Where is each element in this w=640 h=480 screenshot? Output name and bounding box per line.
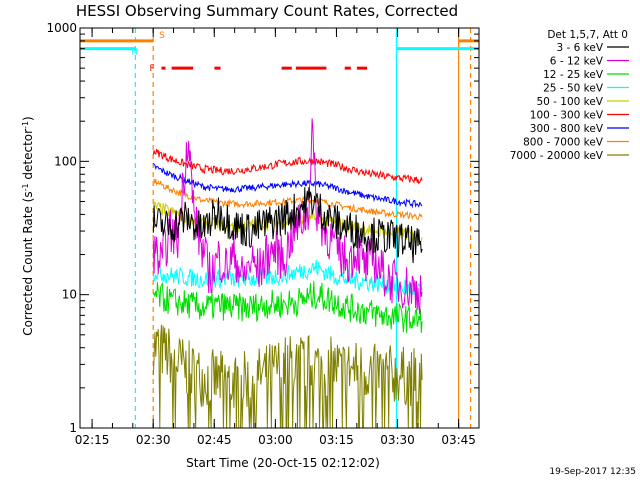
series-line-8 [152,324,423,429]
series-line-6 [152,163,423,209]
legend-header: Det 1,5,7, Att 0 [547,29,628,41]
legend-label-0: 3 - 6 keV [556,42,603,54]
footer-timestamp: 19-Sep-2017 12:35 [549,467,636,477]
legend-label-4: 50 - 100 keV [536,96,603,108]
x-tick-label-5: 03:30 [380,433,415,447]
series-line-0 [152,187,423,264]
legend-label-1: 6 - 12 keV [550,56,604,68]
plot-frame [79,27,480,429]
axes: 1 10 100 1000 02:15 02:30 02:45 03:00 03:15 03:30… [46,21,480,447]
x-tick-label-0: 02:15 [75,433,110,447]
legend-label-5: 100 - 300 keV [530,110,604,122]
y-tick-label-3: 1000 [46,21,77,35]
plot-area: S N F [80,28,479,429]
series-line-5 [152,148,423,185]
y-axis-label-post: ) [21,116,35,121]
legend-label-6: 300 - 800 keV [530,123,604,135]
x-tick-label-4: 03:15 [319,433,354,447]
state-label-s: S [159,31,165,41]
legend-label-8: 7000 - 20000 keV [510,150,604,162]
series-line-7 [153,178,423,221]
y-tick-label-0: 1 [69,421,77,435]
y-axis-label-sup1: -1 [21,183,30,191]
series-line-3 [152,259,423,296]
state-label-n: N [131,48,138,58]
legend-label-2: 12 - 25 keV [543,69,604,81]
y-tick-label-1: 10 [62,288,77,302]
flare-label: F [149,64,154,74]
y-axis-label-mid: detector [21,129,35,184]
x-tick-label-3: 03:00 [258,433,293,447]
chart-title: HESSI Observing Summary Count Rates, Cor… [76,2,458,20]
x-tick-label-2: 02:45 [197,433,232,447]
y-tick-label-2: 100 [54,154,77,168]
y-axis-label: Corrected Count Rate (s-1 detector-1) [21,116,35,335]
x-tick-label-1: 02:30 [136,433,171,447]
legend-label-3: 25 - 50 keV [543,83,604,95]
x-tick-label-6: 03:45 [441,433,476,447]
y-axis-label-sup2: -1 [21,121,30,129]
x-axis-label: Start Time (20-Oct-15 02:12:02) [186,456,380,470]
y-axis-label-pre: Corrected Count Rate (s [21,191,35,335]
legend-label-7: 800 - 7000 keV [523,137,604,149]
series-line-2 [152,281,423,334]
